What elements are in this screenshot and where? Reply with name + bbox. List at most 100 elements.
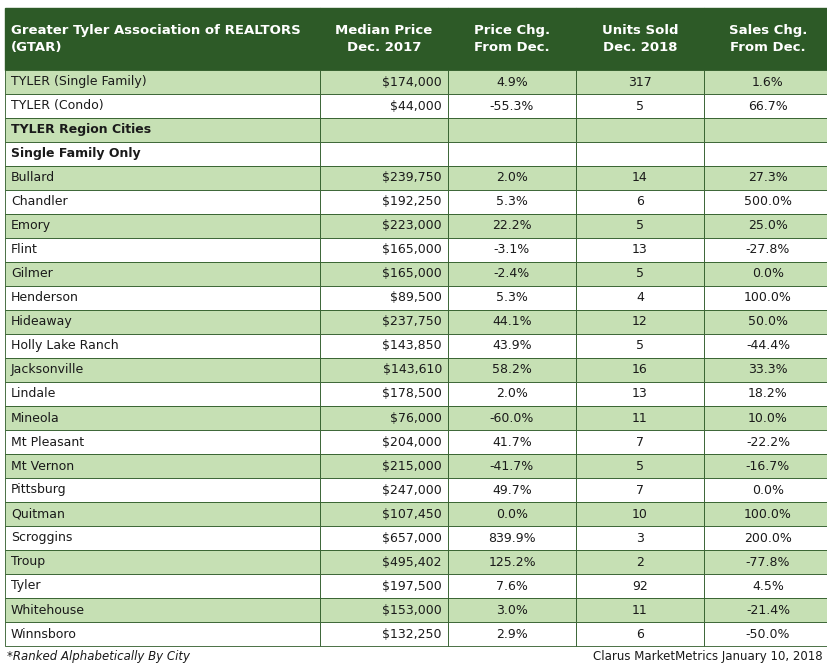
Bar (447, 478, 576, 502)
Bar (319, 550, 447, 574)
Bar (576, 70, 703, 94)
Bar (576, 358, 703, 382)
Bar (319, 406, 447, 430)
Bar (576, 598, 703, 622)
Bar (703, 502, 827, 526)
Bar (319, 142, 447, 166)
Text: 100.0%: 100.0% (743, 291, 791, 305)
Bar (447, 502, 576, 526)
Bar (703, 622, 827, 646)
Bar (5, 526, 319, 550)
Bar (319, 430, 447, 454)
Text: Winnsboro: Winnsboro (11, 627, 77, 641)
Text: 6: 6 (635, 627, 643, 641)
Text: -3.1%: -3.1% (493, 244, 529, 257)
Text: Mt Pleasant: Mt Pleasant (11, 436, 84, 448)
Bar (703, 94, 827, 118)
Text: Chandler: Chandler (11, 196, 68, 208)
Bar (5, 286, 319, 310)
Bar (319, 166, 447, 190)
Text: 33.3%: 33.3% (748, 363, 786, 377)
Bar (319, 502, 447, 526)
Text: 43.9%: 43.9% (491, 339, 531, 353)
Text: 22.2%: 22.2% (491, 220, 531, 232)
Bar (576, 502, 703, 526)
Text: -2.4%: -2.4% (493, 267, 529, 281)
Text: 1.6%: 1.6% (751, 75, 783, 88)
Bar (576, 262, 703, 286)
Text: Mineola: Mineola (11, 411, 60, 424)
Bar (5, 118, 319, 142)
Bar (5, 310, 319, 334)
Text: Quitman: Quitman (11, 508, 65, 520)
Text: Emory: Emory (11, 220, 51, 232)
Text: $495,402: $495,402 (382, 556, 442, 568)
Bar (447, 550, 576, 574)
Text: $165,000: $165,000 (382, 267, 442, 281)
Text: $178,500: $178,500 (382, 387, 442, 401)
Text: Sales Chg.
From Dec.: Sales Chg. From Dec. (728, 24, 806, 54)
Text: Clarus MarketMetrics January 10, 2018: Clarus MarketMetrics January 10, 2018 (593, 650, 822, 663)
Bar (447, 214, 576, 238)
Text: 5: 5 (635, 460, 643, 472)
Bar (5, 358, 319, 382)
Text: $237,750: $237,750 (382, 315, 442, 329)
Text: 50.0%: 50.0% (747, 315, 787, 329)
Text: 10: 10 (631, 508, 648, 520)
Text: 2.0%: 2.0% (495, 172, 528, 184)
Text: 100.0%: 100.0% (743, 508, 791, 520)
Text: 66.7%: 66.7% (748, 100, 787, 112)
Text: $657,000: $657,000 (382, 532, 442, 544)
Bar (319, 214, 447, 238)
Text: 839.9%: 839.9% (488, 532, 535, 544)
Bar (5, 190, 319, 214)
Text: Gilmer: Gilmer (11, 267, 53, 281)
Bar (447, 454, 576, 478)
Text: $204,000: $204,000 (382, 436, 442, 448)
Bar (5, 430, 319, 454)
Text: $132,250: $132,250 (382, 627, 442, 641)
Bar (5, 550, 319, 574)
Bar (319, 358, 447, 382)
Bar (447, 382, 576, 406)
Text: Henderson: Henderson (11, 291, 79, 305)
Bar (5, 142, 319, 166)
Bar (703, 598, 827, 622)
Text: 6: 6 (635, 196, 643, 208)
Text: TYLER (Condo): TYLER (Condo) (11, 100, 103, 112)
Bar (447, 118, 576, 142)
Bar (447, 166, 576, 190)
Bar (576, 118, 703, 142)
Text: -27.8%: -27.8% (745, 244, 789, 257)
Text: 11: 11 (631, 411, 647, 424)
Bar (5, 382, 319, 406)
Text: 3.0%: 3.0% (495, 603, 528, 617)
Text: $223,000: $223,000 (382, 220, 442, 232)
Bar (5, 94, 319, 118)
Bar (319, 454, 447, 478)
Bar (5, 502, 319, 526)
Bar (319, 382, 447, 406)
Text: 5: 5 (635, 220, 643, 232)
Text: $89,500: $89,500 (390, 291, 442, 305)
Text: $76,000: $76,000 (390, 411, 442, 424)
Bar (319, 478, 447, 502)
Bar (576, 238, 703, 262)
Bar (447, 406, 576, 430)
Bar (319, 70, 447, 94)
Bar (703, 358, 827, 382)
Bar (703, 142, 827, 166)
Text: 16: 16 (631, 363, 647, 377)
Text: Mt Vernon: Mt Vernon (11, 460, 74, 472)
Bar (5, 166, 319, 190)
Bar (5, 598, 319, 622)
Text: $215,000: $215,000 (382, 460, 442, 472)
Text: $239,750: $239,750 (382, 172, 442, 184)
Text: 2.9%: 2.9% (495, 627, 528, 641)
Text: 44.1%: 44.1% (491, 315, 531, 329)
Bar (703, 406, 827, 430)
Bar (576, 310, 703, 334)
Bar (576, 334, 703, 358)
Bar (319, 94, 447, 118)
Bar (703, 454, 827, 478)
